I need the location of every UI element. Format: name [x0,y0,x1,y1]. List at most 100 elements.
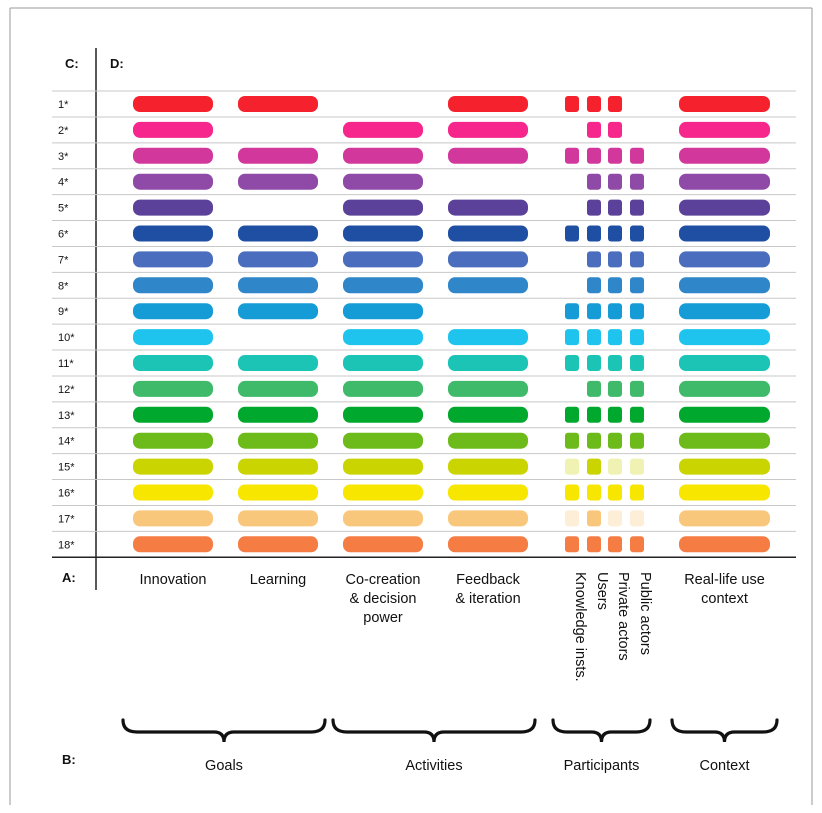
row-label: 8* [58,280,69,292]
participant-cell-15-1 [565,458,579,475]
bar-learning-16 [238,484,318,501]
participant-cell-12-3 [608,380,622,397]
participant-cell-3-3 [608,147,622,164]
bar-co-creation-18 [343,536,423,553]
bar-co-creation-4 [343,173,423,190]
bar-learning-4 [238,173,318,190]
participant-cell-16-3 [608,484,622,501]
participant-cell-12-2 [587,380,601,397]
group-brace-goals [121,718,327,743]
bar-feedback-16 [448,484,528,501]
bar-innovation-3 [133,147,213,164]
participant-cell-13-2 [587,406,601,423]
bar-co-creation-17 [343,510,423,527]
participant-cell-14-4 [630,432,644,449]
participant-cell-14-3 [608,432,622,449]
bar-co-creation-7 [343,251,423,268]
column-labels: Innovation Learning Co-creation & decision p… [140,572,765,626]
bar-real-life-7 [679,251,770,268]
participant-label: Public actors [637,572,653,655]
bar-real-life-9 [679,303,770,320]
participant-cell-18-3 [608,536,622,553]
bar-feedback-17 [448,510,528,527]
participant-label: Knowledge insts. [572,572,588,682]
bar-feedback-12 [448,380,528,397]
bar-learning-8 [238,277,318,294]
row-label: 9* [58,306,69,318]
row-label: 1* [58,99,69,111]
participant-cell-3-1 [565,147,579,164]
bar-learning-15 [238,458,318,475]
participant-cell-5-3 [608,199,622,216]
bar-innovation-7 [133,251,213,268]
column-label-real-life: context [701,591,748,607]
bar-real-life-16 [679,484,770,501]
bar-co-creation-15 [343,458,423,475]
row-label: 2* [58,125,69,137]
bar-feedback-8 [448,277,528,294]
group-braces: Goals Activities Participants Context [121,718,779,774]
participant-cell-6-3 [608,225,622,242]
row-label: 12* [58,384,75,396]
group-label-activities: Activities [405,758,462,774]
participant-cell-3-4 [630,147,644,164]
participant-cell-14-2 [587,432,601,449]
bar-innovation-4 [133,173,213,190]
participant-cell-4-4 [630,173,644,190]
participant-cell-7-2 [587,251,601,268]
participant-cell-13-4 [630,406,644,423]
bar-feedback-2 [448,121,528,138]
bar-real-life-6 [679,225,770,242]
bar-feedback-13 [448,406,528,423]
participant-cell-6-2 [587,225,601,242]
column-label-feedback: Feedback [456,572,520,588]
row-label: 10* [58,332,75,344]
bar-innovation-12 [133,380,213,397]
participant-cell-16-4 [630,484,644,501]
bar-learning-1 [238,96,318,112]
bar-real-life-8 [679,277,770,294]
bars [133,96,770,553]
participant-cell-6-1 [565,225,579,242]
bar-learning-6 [238,225,318,242]
bar-innovation-18 [133,536,213,553]
participant-cell-2-2 [587,121,601,138]
bar-innovation-16 [133,484,213,501]
row-gridlines [52,90,796,558]
participant-cell-13-1 [565,406,579,423]
row-label: 13* [58,410,75,422]
bar-real-life-15 [679,458,770,475]
bar-co-creation-12 [343,380,423,397]
bar-innovation-10 [133,329,213,346]
label-c: C: [65,56,79,71]
bar-learning-17 [238,510,318,527]
row-label: 18* [58,539,75,551]
participant-cell-1-3 [608,96,622,112]
bar-innovation-17 [133,510,213,527]
bar-real-life-10 [679,329,770,346]
participant-cell-16-1 [565,484,579,501]
label-b: B: [62,752,76,767]
participant-cell-9-2 [587,303,601,320]
participant-cell-11-3 [608,355,622,371]
label-a: A: [62,570,76,585]
label-d: D: [110,56,124,71]
bar-feedback-15 [448,458,528,475]
participant-cell-8-2 [587,277,601,294]
bar-real-life-12 [679,380,770,397]
participant-cell-5-2 [587,199,601,216]
row-label: 16* [58,488,75,500]
bar-feedback-6 [448,225,528,242]
bar-real-life-3 [679,147,770,164]
group-brace-participants [551,718,652,743]
participant-cell-10-1 [565,329,579,346]
bar-real-life-14 [679,432,770,449]
bar-co-creation-11 [343,355,423,371]
participant-cell-11-2 [587,355,601,371]
participant-cell-18-1 [565,536,579,553]
bar-innovation-13 [133,406,213,423]
participant-cell-15-4 [630,458,644,475]
participant-cell-7-3 [608,251,622,268]
bar-feedback-14 [448,432,528,449]
